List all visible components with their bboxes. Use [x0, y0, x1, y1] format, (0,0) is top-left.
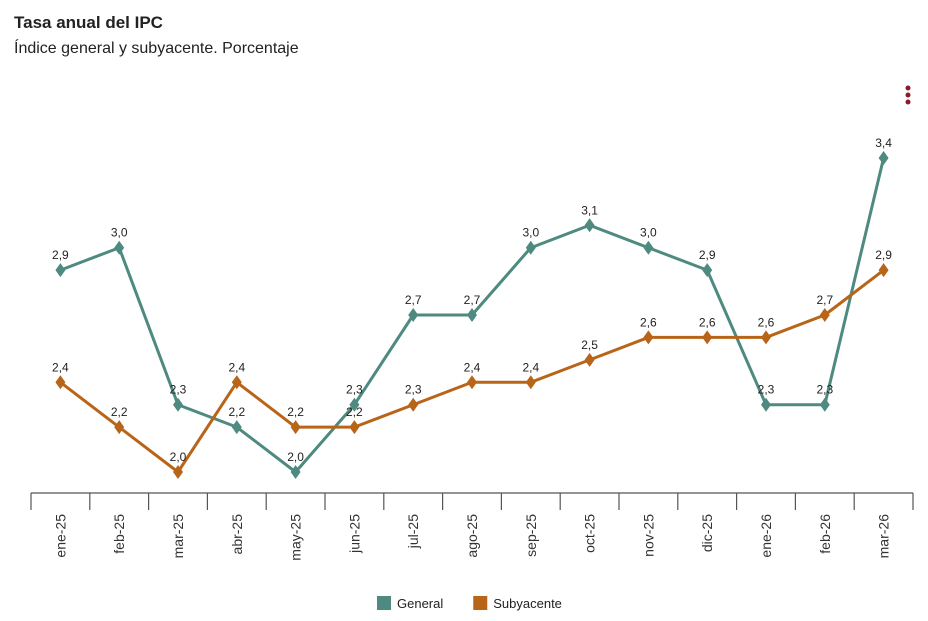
- data-label: 2,9: [52, 248, 69, 262]
- point-marker: [290, 465, 301, 479]
- menu-dot[interactable]: [905, 85, 911, 91]
- data-label: 2,2: [111, 405, 128, 419]
- point-marker: [173, 465, 183, 479]
- x-tick-label: nov-25: [640, 514, 656, 557]
- data-label: 2,3: [758, 383, 775, 397]
- chart-title: Tasa anual del IPC: [14, 13, 163, 32]
- point-marker: [525, 240, 536, 255]
- x-tick-label: dic-25: [699, 514, 715, 552]
- data-label: 3,0: [522, 226, 539, 240]
- data-label: 2,9: [875, 248, 892, 262]
- data-label: 2,4: [522, 360, 539, 374]
- point-marker: [55, 375, 66, 390]
- x-tick-label: mar-25: [170, 514, 186, 559]
- data-label: 2,2: [346, 405, 363, 419]
- point-marker: [525, 375, 536, 390]
- point-marker: [819, 397, 830, 412]
- data-label: 3,0: [640, 226, 657, 240]
- x-tick-label: mar-26: [876, 514, 892, 559]
- data-label: 2,7: [816, 293, 833, 307]
- point-marker: [231, 375, 242, 390]
- menu-dot[interactable]: [905, 99, 911, 105]
- x-tick-label: feb-26: [817, 514, 833, 554]
- data-label: 2,3: [405, 383, 422, 397]
- point-marker: [467, 308, 477, 322]
- point-marker: [408, 308, 419, 322]
- point-marker: [878, 151, 889, 165]
- point-marker: [702, 263, 713, 278]
- x-tick-label: abr-25: [229, 514, 245, 555]
- menu-dot[interactable]: [905, 92, 911, 98]
- data-label: 3,1: [581, 203, 598, 217]
- x-tick-label: ago-25: [464, 514, 480, 558]
- x-tick-label: feb-25: [111, 514, 127, 554]
- point-marker: [761, 330, 771, 345]
- x-tick-label: sep-25: [523, 514, 539, 557]
- point-marker: [702, 330, 713, 345]
- data-label: 3,4: [875, 136, 892, 150]
- data-label: 2,6: [699, 315, 716, 329]
- data-label: 2,5: [581, 338, 598, 352]
- point-marker: [643, 330, 654, 345]
- data-label: 2,6: [758, 315, 775, 329]
- x-tick-label: may-25: [288, 514, 304, 561]
- point-marker: [878, 263, 889, 278]
- data-label: 2,4: [228, 360, 245, 374]
- point-marker: [467, 375, 477, 390]
- chart-subtitle: Índice general y subyacente. Porcentaje: [14, 38, 299, 57]
- point-marker: [349, 420, 360, 435]
- data-label: 2,0: [170, 450, 187, 464]
- point-marker: [349, 397, 360, 412]
- point-marker: [584, 352, 595, 367]
- legend-label: General: [397, 596, 443, 611]
- point-marker: [761, 397, 771, 412]
- data-label: 2,4: [52, 360, 69, 374]
- menu-icon[interactable]: [905, 85, 911, 105]
- data-label: 2,2: [287, 405, 304, 419]
- point-marker: [584, 218, 595, 233]
- data-label: 2,4: [464, 360, 481, 374]
- legend-swatch: [473, 596, 488, 610]
- x-tick-label: ene-26: [758, 514, 774, 558]
- data-label: 2,3: [816, 383, 833, 397]
- legend-swatch: [377, 596, 391, 610]
- point-marker: [643, 240, 654, 255]
- x-tick-label: jul-25: [405, 514, 421, 549]
- data-label: 2,0: [287, 450, 304, 464]
- x-tick-label: jun-25: [346, 514, 362, 554]
- legend-label: Subyacente: [493, 596, 562, 611]
- data-label: 2,7: [405, 293, 422, 307]
- data-label: 2,6: [640, 315, 657, 329]
- point-marker: [231, 420, 242, 435]
- point-marker: [114, 240, 125, 255]
- point-marker: [290, 420, 301, 435]
- data-label: 2,9: [699, 248, 716, 262]
- x-tick-label: oct-25: [582, 514, 598, 553]
- data-label: 2,3: [170, 383, 187, 397]
- point-marker: [55, 263, 66, 278]
- point-marker: [114, 420, 125, 435]
- point-marker: [173, 397, 183, 412]
- point-marker: [819, 308, 830, 322]
- point-marker: [408, 397, 419, 412]
- data-label: 2,2: [228, 405, 245, 419]
- data-label: 2,3: [346, 383, 363, 397]
- data-label: 2,7: [464, 293, 481, 307]
- data-label: 3,0: [111, 226, 128, 240]
- x-tick-label: ene-25: [52, 514, 68, 558]
